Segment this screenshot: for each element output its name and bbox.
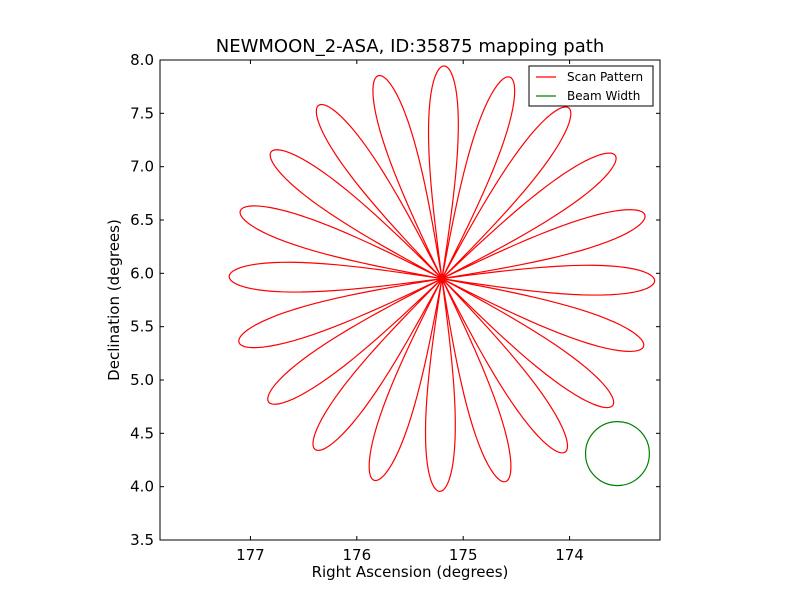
y-tick-label: 7.5 <box>130 104 154 122</box>
plot-frame <box>159 59 661 541</box>
y-tick-label: 5.0 <box>130 371 154 389</box>
series-group <box>228 65 656 493</box>
x-tick-label: 174 <box>555 546 584 564</box>
plot-area <box>159 59 661 541</box>
chart-title: NEWMOON_2-ASA, ID:35875 mapping path <box>216 36 604 57</box>
y-axis-label: Declination (degrees) <box>105 219 123 381</box>
legend: Scan Pattern Beam Width <box>528 65 654 107</box>
y-tick-label: 4.5 <box>130 424 154 442</box>
x-tick-label: 175 <box>449 546 478 564</box>
y-tick-label: 4.0 <box>130 478 154 496</box>
y-tick-label: 6.0 <box>130 264 154 282</box>
y-tick-label: 6.5 <box>130 211 154 229</box>
y-tick-label: 8.0 <box>130 51 154 69</box>
x-tick-label: 177 <box>236 546 265 564</box>
legend-entry-label: Scan Pattern <box>567 70 643 84</box>
x-tick-label: 176 <box>342 546 371 564</box>
y-tick-label: 3.5 <box>130 531 154 549</box>
legend-box <box>528 65 654 107</box>
axis-ticks: 177 176 175 174 3.5 4.0 4.5 5.0 5.5 6.0 6.5 7.0 7.5 8… <box>130 51 660 564</box>
legend-entry-label: Beam Width <box>567 89 640 103</box>
beam-width-circle <box>584 421 650 487</box>
y-tick-label: 5.5 <box>130 318 154 336</box>
scan-pattern-line <box>228 65 656 493</box>
x-axis-label: Right Ascension (degrees) <box>312 563 509 581</box>
y-tick-label: 7.0 <box>130 158 154 176</box>
